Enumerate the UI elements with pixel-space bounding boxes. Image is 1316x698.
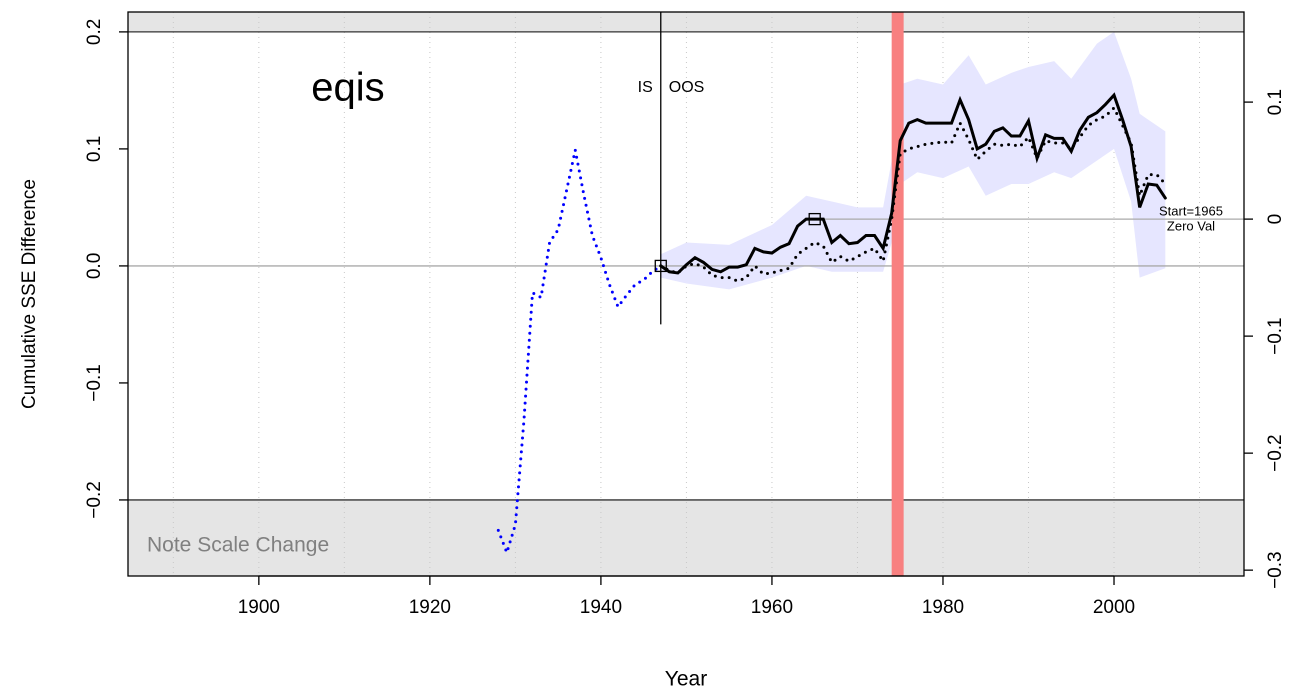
x-tick-label: 2000 <box>1093 597 1135 618</box>
x-tick-label: 1900 <box>238 597 280 618</box>
annotation: Zero Val <box>1167 218 1215 233</box>
y-tick-label: −0.2 <box>84 481 105 519</box>
x-tick-label: 1920 <box>409 597 451 618</box>
y-tick-label: 0.0 <box>84 253 105 279</box>
series-line <box>659 92 1167 275</box>
confidence-band <box>660 31 1166 290</box>
annotation: Start=1965 <box>1159 203 1223 218</box>
x-axis-label: Year <box>665 668 707 691</box>
y2-tick-label: 0 <box>1265 214 1286 225</box>
y-axis-label: Cumulative SSE Difference <box>19 179 40 409</box>
highlight-band <box>891 12 904 576</box>
series-line <box>496 149 663 558</box>
marker <box>654 259 667 273</box>
x-tick-label: 1960 <box>751 597 793 618</box>
y2-tick-label: −0.2 <box>1265 434 1286 472</box>
y-tick-label: 0.1 <box>84 136 105 162</box>
chart-title: eqis <box>311 66 384 110</box>
y2-tick-label: −0.1 <box>1265 317 1286 355</box>
annotation: IS <box>638 79 653 96</box>
series-line <box>659 105 1167 283</box>
y-tick-label: 0.2 <box>84 19 105 45</box>
marker <box>808 212 821 226</box>
x-tick-label: 1940 <box>580 597 622 618</box>
x-tick-label: 1980 <box>922 597 964 618</box>
y2-tick-label: −0.3 <box>1265 551 1286 589</box>
y2-tick-label: 0.1 <box>1265 89 1286 115</box>
scale-shade <box>128 12 1244 32</box>
annotation: Note Scale Change <box>147 534 329 557</box>
y-tick-label: −0.1 <box>84 364 105 402</box>
annotation: OOS <box>669 79 705 96</box>
